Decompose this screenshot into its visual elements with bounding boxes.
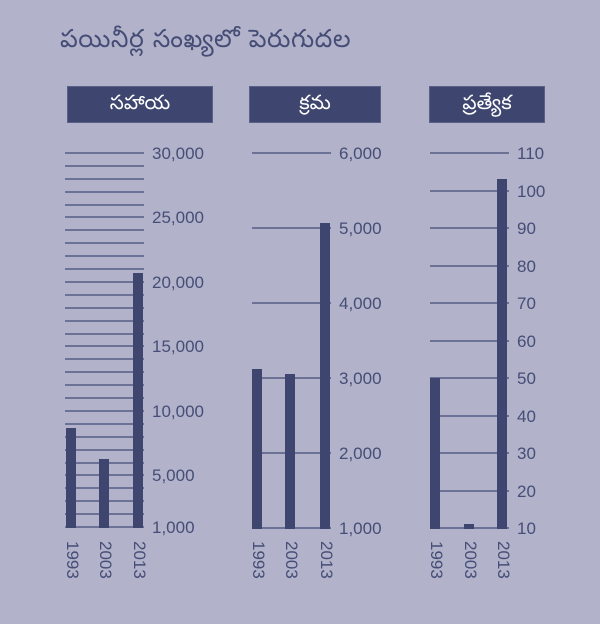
gridline (430, 489, 509, 492)
y-tick-label: 30 (517, 444, 536, 463)
x-category-label: 2003 (461, 541, 480, 579)
gridline (65, 409, 144, 412)
bar-2003 (464, 524, 474, 529)
y-tick-label: 6,000 (339, 144, 382, 163)
y-tick-label: 15,000 (152, 337, 204, 357)
gridline (65, 293, 144, 296)
gridline (65, 177, 144, 180)
gridline (65, 384, 144, 387)
gridline (252, 227, 331, 229)
x-category-label: 2013 (317, 541, 336, 579)
x-category-label: 2003 (282, 541, 301, 579)
gridline (430, 189, 509, 192)
gridline (65, 190, 144, 193)
gridline (65, 422, 144, 425)
y-tick-label: 90 (517, 219, 536, 238)
gridline (430, 302, 509, 304)
bar-2003 (285, 374, 295, 529)
gridline (65, 435, 144, 438)
x-category-label: 1993 (427, 541, 446, 579)
y-tick-label: 110 (517, 144, 545, 163)
bar-2003 (99, 458, 109, 528)
panel-header: ప్రత్యేక (429, 86, 545, 123)
gridline (430, 264, 509, 267)
gridline (65, 242, 144, 245)
gridline (65, 358, 144, 361)
bar-2013 (133, 272, 143, 528)
bar-2013 (320, 222, 330, 529)
y-tick-label: 3,000 (339, 369, 382, 388)
y-tick-label: 4,000 (339, 294, 382, 313)
x-category-label: 1993 (249, 541, 268, 579)
gridline (65, 345, 144, 348)
gridline (65, 371, 144, 374)
gridline (65, 397, 144, 400)
y-tick-label: 20,000 (152, 272, 204, 292)
gridline (430, 414, 509, 417)
x-category-label: 2013 (494, 541, 513, 579)
gridline (65, 229, 144, 232)
y-tick-label: 10 (517, 519, 536, 538)
gridline (430, 152, 509, 154)
y-tick-label: 70 (517, 294, 536, 313)
y-tick-label: 50 (517, 369, 536, 388)
y-tick-label: 10,000 (152, 401, 204, 421)
y-tick-label: 1,000 (339, 519, 382, 538)
y-tick-label: 20 (517, 481, 536, 501)
chart-title: పయినీర్ల సంఖ్యలో పెరుగుదల (60, 24, 352, 53)
bar-1993 (252, 369, 262, 529)
y-tick-label: 5,000 (152, 466, 195, 486)
gridline (65, 164, 144, 167)
x-category-label: 2003 (96, 541, 115, 579)
y-tick-label: 30,000 (152, 144, 204, 163)
y-tick-label: 2,000 (339, 444, 382, 463)
gridline (65, 203, 144, 206)
gridline (65, 332, 144, 335)
gridline (65, 216, 144, 219)
gridline (65, 268, 144, 271)
y-tick-label: 25,000 (152, 208, 204, 228)
panel-header: సహాయ (67, 86, 213, 123)
gridline (430, 452, 509, 454)
gridline (252, 152, 331, 154)
gridline (430, 227, 509, 229)
gridline (430, 339, 509, 342)
bar-1993 (430, 378, 440, 529)
y-tick-label: 100 (517, 181, 546, 201)
gridline (65, 255, 144, 258)
gridline (65, 448, 144, 451)
gridline (65, 306, 144, 309)
y-tick-label: 40 (517, 406, 536, 426)
bar-1993 (66, 427, 76, 528)
gridline (65, 152, 144, 154)
y-tick-label: 60 (517, 331, 536, 351)
y-tick-label: 80 (517, 256, 536, 276)
panel-header: క్రమ (249, 86, 381, 123)
gridline (65, 280, 144, 283)
gridline (252, 302, 331, 304)
x-category-label: 2013 (130, 541, 149, 579)
gridline (430, 377, 509, 379)
y-tick-label: 5,000 (339, 219, 382, 238)
y-tick-label: 1,000 (152, 518, 195, 537)
bar-2013 (497, 179, 507, 529)
gridline (65, 319, 144, 322)
x-category-label: 1993 (63, 541, 82, 579)
